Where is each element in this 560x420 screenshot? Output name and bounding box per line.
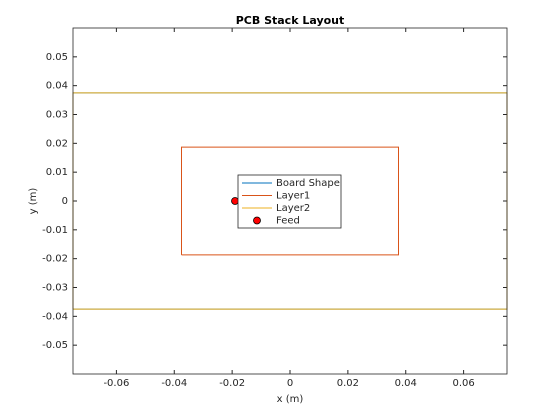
y-tick-label: -0.01 [42,225,68,236]
shape-outline [181,146,399,256]
y-tick-label: -0.04 [42,311,68,322]
x-axis-label: x (m) [277,394,304,405]
x-tick-label: 0 [287,378,293,389]
y-tick-label: 0.04 [46,81,68,92]
legend-label: Layer2 [276,203,310,214]
chart-title: PCB Stack Layout [236,14,345,27]
axes-box [72,27,508,375]
x-tick-label: -0.06 [103,378,129,389]
x-tick-label: -0.04 [161,378,187,389]
x-tick-label: 0.04 [395,378,417,389]
x-tick-label: 0.02 [337,378,359,389]
y-tick-label: 0 [62,196,68,207]
feed-marker [231,197,239,205]
legend-marker [253,216,261,225]
y-tick-label: -0.03 [42,283,68,294]
y-tick-label: 0.01 [46,167,68,178]
y-tick-label: 0.02 [46,138,68,149]
legend-label: Layer1 [276,191,310,202]
x-tick-label: 0.06 [452,378,474,389]
legend-label: Feed [276,216,300,227]
y-tick-label: 0.05 [46,52,68,63]
legend-label: Board Shape [276,178,340,189]
x-tick-label: -0.02 [219,378,245,389]
y-tick-label: -0.02 [42,254,68,265]
legend-box [237,174,342,229]
y-tick-label: -0.05 [42,340,68,351]
y-axis-label: y (m) [28,188,39,215]
y-tick-label: 0.03 [46,110,68,121]
